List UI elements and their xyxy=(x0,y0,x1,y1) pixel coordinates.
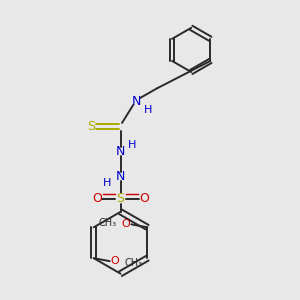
Text: N: N xyxy=(115,170,125,183)
Text: H: H xyxy=(128,140,136,150)
Text: O: O xyxy=(139,192,149,205)
Text: S: S xyxy=(117,192,124,205)
Text: N: N xyxy=(116,145,125,158)
Text: CH₃: CH₃ xyxy=(124,258,142,268)
Text: CH₃: CH₃ xyxy=(99,218,117,228)
Text: O: O xyxy=(92,192,102,205)
Text: H: H xyxy=(103,178,112,188)
Text: S: S xyxy=(87,120,95,133)
Text: N: N xyxy=(132,95,141,108)
Text: O: O xyxy=(122,219,130,229)
Text: O: O xyxy=(111,256,119,266)
Text: H: H xyxy=(144,105,152,115)
